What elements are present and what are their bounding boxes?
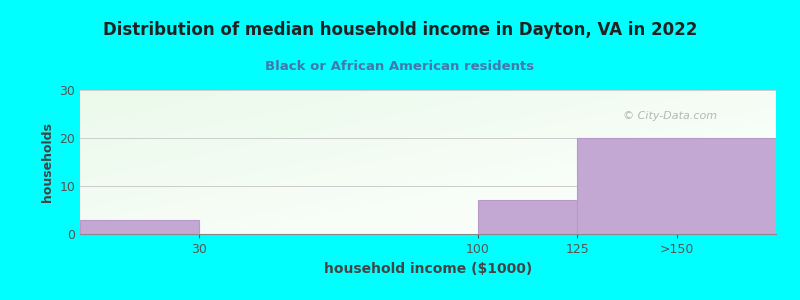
Text: © City-Data.com: © City-Data.com — [623, 111, 717, 121]
Text: Black or African American residents: Black or African American residents — [266, 60, 534, 73]
X-axis label: household income ($1000): household income ($1000) — [324, 262, 532, 276]
Bar — [80, 220, 199, 234]
Bar — [478, 200, 577, 234]
Text: Distribution of median household income in Dayton, VA in 2022: Distribution of median household income … — [103, 21, 697, 39]
Bar — [577, 138, 776, 234]
Y-axis label: households: households — [41, 122, 54, 202]
